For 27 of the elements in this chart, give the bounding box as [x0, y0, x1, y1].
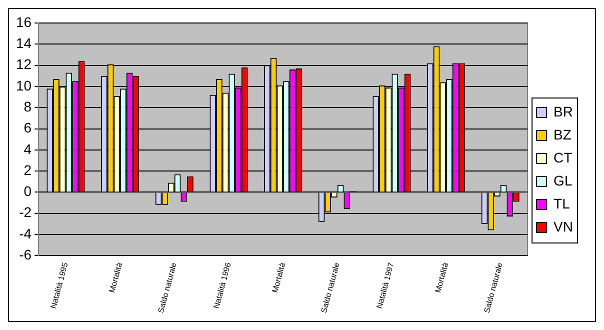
y-tick-label: 16 — [16, 14, 32, 30]
legend-label: TL — [554, 195, 570, 212]
x-tick-label: Mortalità — [433, 261, 450, 294]
x-tick-label: Natalità 1997 — [374, 261, 396, 310]
y-tick-label: 2 — [24, 162, 32, 178]
y-tick-label: -6 — [19, 246, 32, 263]
y-tick-label: 10 — [16, 77, 32, 94]
legend-label: VN — [554, 218, 574, 234]
legend-label: GL — [554, 172, 572, 188]
x-tick-label: Mortalità — [107, 261, 124, 294]
legend-label: CT — [554, 149, 573, 166]
y-tick-label: 12 — [16, 56, 32, 72]
y-tick-label: 4 — [24, 140, 32, 157]
legend-label: BZ — [554, 126, 572, 142]
y-tick-label: 0 — [24, 183, 32, 200]
x-tick-label: Mortalità — [270, 261, 288, 294]
y-tick-label: 8 — [24, 98, 32, 114]
legend-label: BR — [554, 103, 574, 120]
x-tick-label: Natalità 1995 — [48, 261, 70, 310]
x-tick-label: Saldo naturale — [319, 261, 342, 314]
x-tick-label: Saldo naturale — [482, 261, 505, 314]
x-tick-label: Natalità 1996 — [212, 261, 233, 310]
y-tick-label: -2 — [19, 204, 32, 220]
x-tick-label: Saldo naturale — [156, 261, 179, 314]
y-tick-label: 14 — [16, 35, 32, 52]
y-tick-label: 6 — [24, 120, 32, 136]
y-tick-label: -4 — [19, 225, 32, 242]
